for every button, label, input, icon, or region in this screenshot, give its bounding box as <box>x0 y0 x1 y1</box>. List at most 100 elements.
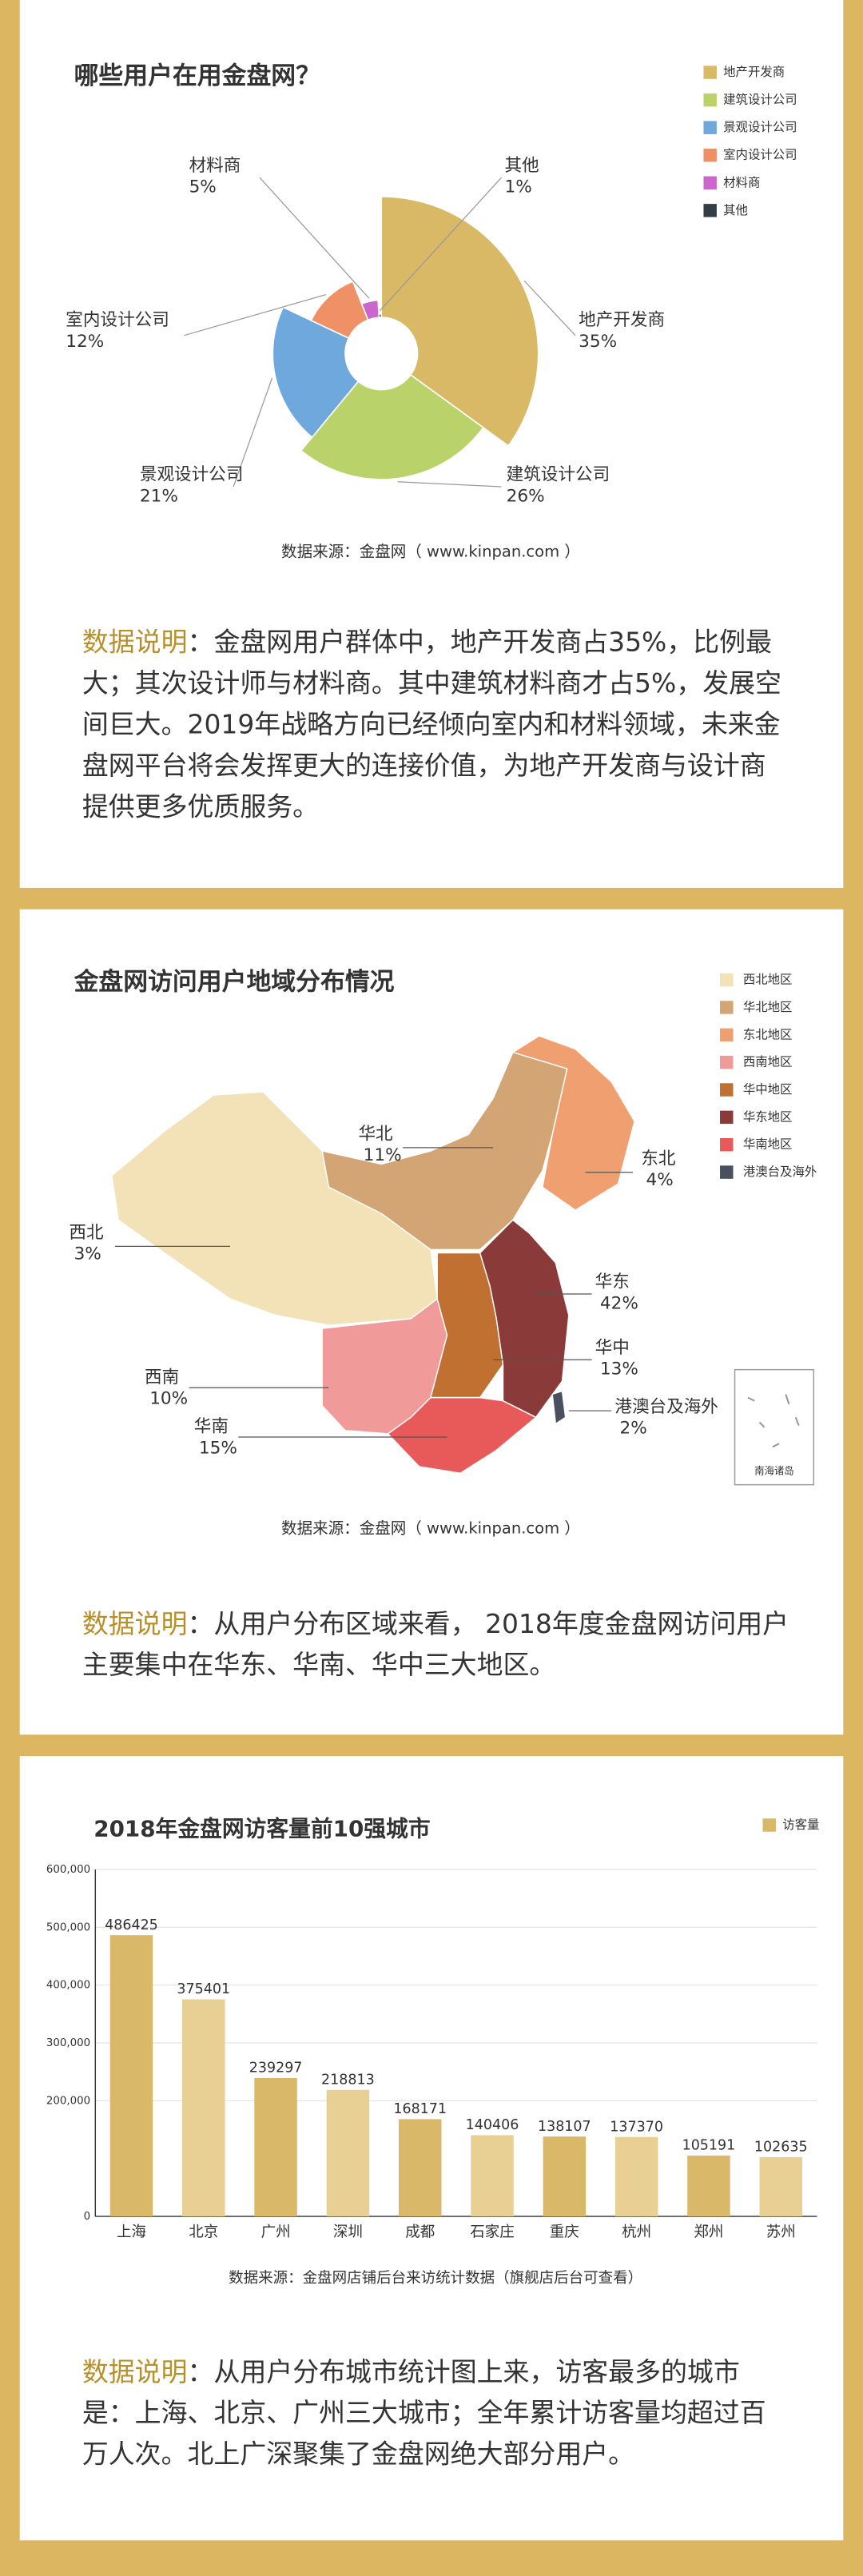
y-tick-label: 500,000 <box>46 1921 90 1933</box>
bar <box>543 2136 587 2217</box>
slice-label: 地产开发商 <box>579 310 665 330</box>
bar <box>182 1999 225 2217</box>
x-tick-label: 重庆 <box>550 2224 579 2241</box>
bar <box>398 2119 442 2217</box>
rose-sector <box>272 306 360 439</box>
legend-swatch <box>720 973 734 987</box>
rose-sector <box>378 313 383 319</box>
description: 数据说明：从用户分布城市统计图上来，访客最多的城市是：上海、北京、广州三大城市；… <box>82 2351 789 2474</box>
description-text: 数据说明：从用户分布城市统计图上来，访客最多的城市是：上海、北京、广州三大城市；… <box>82 2351 789 2474</box>
value-label: 486425 <box>105 1917 158 1933</box>
legend-swatch <box>703 204 717 217</box>
inset-islands <box>747 1394 800 1448</box>
x-tick-label: 深圳 <box>333 2224 363 2241</box>
map-inset <box>734 1368 815 1486</box>
bar <box>326 2089 370 2217</box>
legend-label: 西南地区 <box>743 1055 793 1069</box>
legend-swatch <box>703 176 717 190</box>
y-tick-label: 300,000 <box>46 2037 90 2049</box>
value-label: 137370 <box>610 2119 663 2135</box>
slice-label: 材料商 <box>189 156 241 176</box>
region-value: 42% <box>600 1293 638 1313</box>
value-label: 138107 <box>538 2119 591 2135</box>
x-tick-label: 郑州 <box>694 2224 723 2241</box>
slice-label: 其他 <box>505 156 539 176</box>
rose-sector <box>360 299 380 321</box>
legend-label: 东北地区 <box>743 1027 793 1041</box>
map-region <box>511 1035 635 1211</box>
description-label: 数据说明 <box>82 1607 188 1640</box>
region-value: 2% <box>620 1419 647 1439</box>
slice-value: 26% <box>507 486 545 506</box>
legend-label: 景观设计公司 <box>723 120 797 134</box>
y-tick-label: 600,000 <box>46 1864 90 1876</box>
region-value: 10% <box>149 1389 188 1409</box>
leader-line <box>523 280 576 336</box>
region-label: 华南 <box>194 1417 229 1437</box>
slice-value: 5% <box>189 177 217 197</box>
region-value: 11% <box>364 1145 402 1165</box>
chart-title: 2018年金盘网访客量前10强城市 <box>93 1816 430 1842</box>
bar <box>759 2156 802 2217</box>
leader-line <box>233 377 273 488</box>
leader-line <box>380 177 502 312</box>
region-value: 13% <box>600 1360 638 1380</box>
map-region <box>387 1396 537 1474</box>
legend-label: 华中地区 <box>743 1082 793 1097</box>
slice-value: 12% <box>66 332 104 352</box>
map-region <box>551 1390 567 1425</box>
slice-value: 1% <box>505 177 532 197</box>
legend-label: 材料商 <box>723 175 760 189</box>
region-value: 4% <box>646 1170 673 1190</box>
region-label: 华东 <box>595 1272 630 1292</box>
description-text: 数据说明：从用户分布区域来看， 2018年度金盘网访问用户主要集中在华东、华南、… <box>82 1603 789 1686</box>
region-label: 华北 <box>358 1124 393 1144</box>
legend-swatch <box>720 1055 734 1069</box>
value-label: 105191 <box>682 2138 736 2154</box>
description: 数据说明：从用户分布区域来看， 2018年度金盘网访问用户主要集中在华东、华南、… <box>82 1603 789 1686</box>
description-body: ：从用户分布区域来看， 2018年度金盘网访问用户主要集中在华东、华南、华中三大… <box>82 1607 789 1681</box>
map-region <box>111 1091 438 1326</box>
legend-swatch <box>703 66 717 79</box>
legend-label: 西北地区 <box>743 973 793 987</box>
x-tick-label: 杭州 <box>622 2224 651 2241</box>
region-label: 西南 <box>145 1368 179 1388</box>
slice-value: 35% <box>579 332 617 352</box>
bar <box>254 2077 297 2217</box>
leader-line <box>259 177 370 299</box>
slice-label: 建筑设计公司 <box>507 465 610 485</box>
source-note: 数据来源：金盘网（ www.kinpan.com ） <box>281 1519 580 1538</box>
value-label: 102635 <box>754 2139 808 2155</box>
legend-label: 地产开发商 <box>723 65 785 79</box>
inset-label: 南海诸岛 <box>754 1465 793 1477</box>
legend-swatch <box>720 1165 734 1179</box>
value-label: 140406 <box>466 2117 519 2133</box>
legend-swatch <box>720 1137 734 1152</box>
slice-label: 室内设计公司 <box>66 310 169 330</box>
description-body: ：金盘网用户群体中，地产开发商占35%，比例最大；其次设计师与材料商。其中建筑材… <box>82 626 781 822</box>
x-tick-label: 苏州 <box>766 2224 796 2241</box>
rose-sector <box>310 280 369 340</box>
x-tick-label: 石家庄 <box>470 2224 515 2241</box>
legend-label: 其他 <box>723 203 748 217</box>
region-value: 3% <box>74 1244 101 1264</box>
leader-line <box>397 481 502 488</box>
region-label: 华中 <box>595 1338 630 1358</box>
bar <box>109 1935 153 2217</box>
value-label: 375401 <box>177 1981 230 1997</box>
source-note: 数据来源：金盘网（ www.kinpan.com ） <box>281 543 580 561</box>
legend-swatch <box>762 1818 776 1832</box>
x-tick-label: 上海 <box>117 2224 146 2241</box>
region-label: 西北 <box>69 1223 104 1243</box>
chart-title: 金盘网访问用户地域分布情况 <box>74 968 395 997</box>
x-tick-label: 北京 <box>189 2224 218 2241</box>
legend-swatch <box>720 1110 734 1125</box>
legend-swatch <box>703 93 717 107</box>
legend-label: 华南地区 <box>743 1137 793 1152</box>
leader-line <box>184 293 327 336</box>
value-label: 239297 <box>249 2060 303 2076</box>
legend-label: 港澳台及海外 <box>743 1165 817 1179</box>
region-label: 东北 <box>641 1149 676 1169</box>
